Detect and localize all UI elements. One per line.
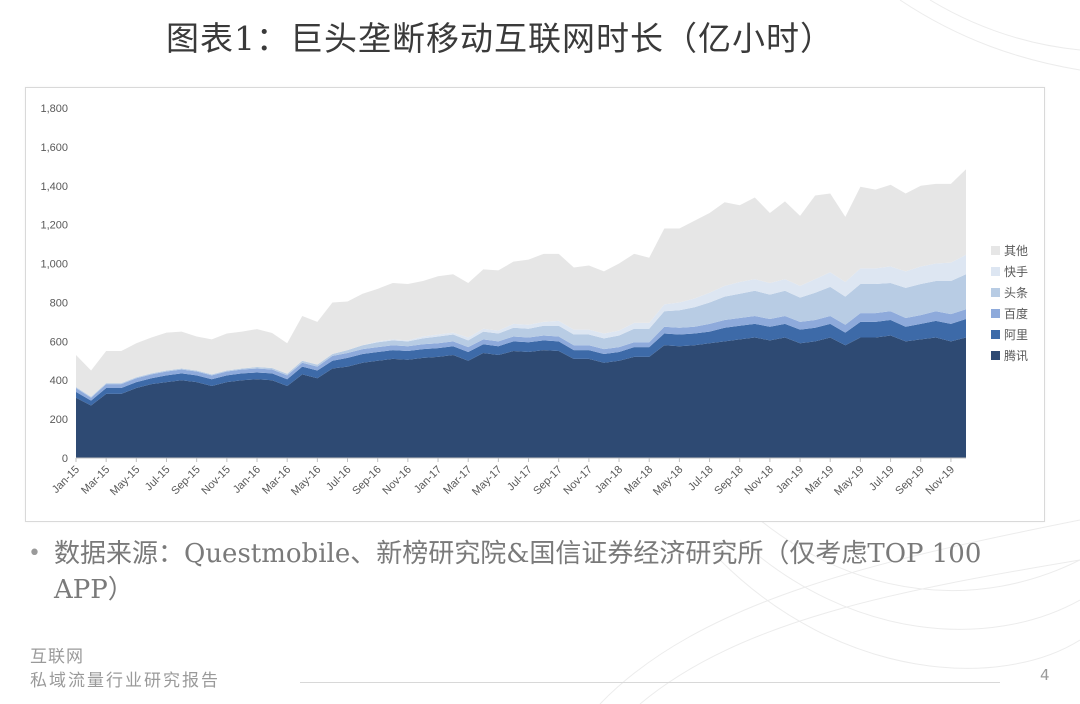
footer-divider	[300, 682, 1000, 683]
x-tick-label: Mar-19	[803, 464, 836, 497]
source-text: 数据来源：Questmobile、新榜研究院&国信证券经济研究所（仅考虑TOP …	[54, 539, 982, 605]
footer-report-name: 私域流量行业研究报告	[30, 671, 220, 691]
x-tick-label: Mar-15	[79, 464, 112, 497]
x-tick-label: Jan-19	[774, 464, 806, 496]
x-tick-label: Nov-18	[742, 464, 776, 498]
x-tick-label: Mar-16	[260, 464, 293, 497]
x-tick-label: Jan-18	[593, 464, 625, 496]
x-tick-label: May-18	[651, 464, 685, 498]
y-tick-label: 1,600	[40, 142, 68, 154]
x-tick-label: Sep-16	[350, 464, 384, 498]
legend-label: 其他	[1004, 244, 1028, 258]
stacked-area-chart: 0 200 400 600 800 1,000 1,200 1,400 1,600 1,800 Ja…	[40, 103, 1028, 498]
footer-category: 互联网	[30, 647, 84, 667]
y-tick-label: 1,400	[40, 181, 68, 193]
y-tick-label: 1,000	[40, 259, 68, 271]
x-tick-label: May-15	[108, 464, 142, 498]
x-tick-label: Sep-18	[712, 464, 746, 498]
x-tick-label: Nov-19	[923, 464, 957, 498]
y-tick-label: 400	[50, 375, 68, 387]
source-note: • 数据来源：Questmobile、新榜研究院&国信证券经济研究所（仅考虑TO…	[28, 536, 1038, 608]
legend-swatch	[991, 246, 1000, 255]
legend-label: 头条	[1004, 286, 1028, 300]
y-tick-label: 600	[50, 336, 68, 348]
legend-swatch	[991, 309, 1000, 318]
x-tick-label: Sep-15	[169, 464, 203, 498]
x-tick-label: Jan-15	[50, 464, 82, 496]
series-area	[76, 254, 966, 397]
x-tick-label: Sep-17	[531, 464, 565, 498]
x-tick-label: Mar-18	[622, 464, 655, 497]
x-tick-label: May-19	[832, 464, 866, 498]
x-tick-label: Nov-15	[199, 464, 233, 498]
legend-swatch	[991, 267, 1000, 276]
legend-swatch	[991, 288, 1000, 297]
y-tick-label: 800	[50, 297, 68, 309]
series-area	[76, 274, 966, 398]
y-tick-label: 1,800	[40, 103, 68, 115]
x-tick-label: Mar-17	[441, 464, 474, 497]
series-area	[76, 169, 966, 397]
series-area	[76, 309, 966, 401]
legend-label: 百度	[1004, 306, 1028, 321]
x-tick-label: Jan-17	[412, 464, 444, 496]
legend-label: 快手	[1004, 265, 1028, 279]
slide-title: 图表1：巨头垄断移动互联网时长（亿小时）	[166, 19, 834, 58]
series-area	[76, 318, 966, 406]
legend-swatch	[991, 351, 1000, 360]
legend-label: 阿里	[1004, 328, 1028, 342]
x-tick-label: Nov-16	[380, 464, 414, 498]
legend-label: 腾讯	[1004, 348, 1028, 363]
x-tick-label: Nov-17	[561, 464, 595, 498]
legend-swatch	[991, 330, 1000, 339]
y-tick-label: 1,200	[40, 220, 68, 232]
bullet-icon: •	[28, 541, 41, 566]
series-area	[76, 335, 966, 458]
page-number: 4	[1040, 666, 1050, 684]
x-tick-label: Jan-16	[231, 464, 263, 496]
chart-frame: 0 200 400 600 800 1,000 1,200 1,400 1,600 1,800 Ja…	[25, 87, 1045, 522]
y-tick-label: 0	[62, 453, 68, 465]
x-tick-label: May-17	[470, 464, 504, 498]
y-tick-label: 200	[50, 414, 68, 426]
x-tick-label: May-16	[289, 464, 323, 498]
x-tick-label: Sep-19	[893, 464, 927, 498]
